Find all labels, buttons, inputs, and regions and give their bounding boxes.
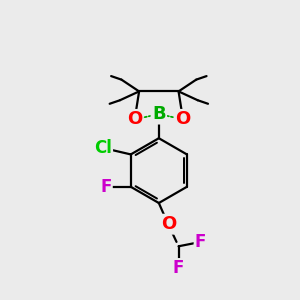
Text: B: B [152,105,166,123]
Text: Cl: Cl [94,139,112,157]
Text: F: F [100,178,111,196]
Text: O: O [176,110,190,128]
Text: O: O [127,110,142,128]
Text: F: F [195,233,206,251]
Text: O: O [160,215,176,233]
Text: F: F [173,260,184,278]
